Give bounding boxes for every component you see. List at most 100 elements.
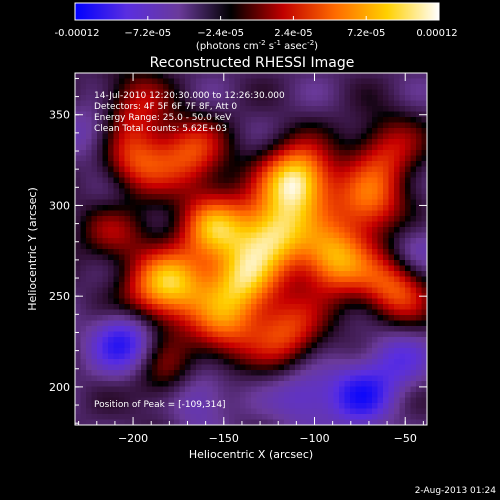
heatmap-cell <box>174 419 180 425</box>
heatmap-cell <box>328 238 334 244</box>
heatmap-cell <box>377 216 384 222</box>
heatmap-cell <box>179 304 186 310</box>
heatmap-cell <box>113 397 120 404</box>
heatmap-cell <box>207 194 213 200</box>
heatmap-cell <box>218 408 224 415</box>
heatmap-cell <box>405 232 411 239</box>
heatmap-cell <box>234 348 241 354</box>
heatmap-cell <box>163 161 169 167</box>
heatmap-cell <box>179 205 186 211</box>
heatmap-cell <box>141 161 147 167</box>
heatmap-cell <box>328 100 334 107</box>
heatmap-cell <box>317 397 323 404</box>
heatmap-cell <box>86 276 92 283</box>
heatmap-cell <box>229 73 235 79</box>
heatmap-cell <box>108 232 114 239</box>
heatmap-cell <box>399 194 406 200</box>
heatmap-cell <box>383 331 389 338</box>
heatmap-cell <box>135 386 142 393</box>
heatmap-cell <box>421 199 427 206</box>
heatmap-cell <box>218 337 224 343</box>
heatmap-cell <box>399 177 406 184</box>
heatmap-cell <box>196 386 202 393</box>
heatmap-cell <box>355 304 362 310</box>
heatmap-cell <box>311 359 318 365</box>
heatmap-cell <box>146 298 153 305</box>
heatmap-cell <box>267 331 274 338</box>
heatmap-cell <box>75 172 81 178</box>
heatmap-cell <box>278 315 285 321</box>
heatmap-cell <box>229 122 235 129</box>
heatmap-cell <box>245 337 252 343</box>
heatmap-cell <box>284 150 290 156</box>
heatmap-cell <box>410 95 417 101</box>
heatmap-cell <box>399 419 406 425</box>
heatmap-cell <box>135 210 142 217</box>
heatmap-cell <box>168 353 175 360</box>
heatmap-cell <box>185 320 191 327</box>
heatmap-cell <box>146 392 153 398</box>
heatmap-cell <box>102 227 109 233</box>
heatmap-cell <box>405 271 411 277</box>
heatmap-cell <box>245 254 252 261</box>
heatmap-cell <box>350 276 356 283</box>
heatmap-cell <box>251 210 257 217</box>
heatmap-cell <box>185 205 191 211</box>
heatmap-cell <box>91 359 98 365</box>
heatmap-cell <box>273 227 279 233</box>
heatmap-cell <box>80 106 87 112</box>
heatmap-cell <box>388 348 395 354</box>
heatmap-cell <box>223 150 230 156</box>
heatmap-cell <box>410 133 417 140</box>
heatmap-cell <box>190 342 197 349</box>
heatmap-cell <box>405 375 411 382</box>
heatmap-cell <box>344 254 351 261</box>
heatmap-cell <box>388 111 395 118</box>
heatmap-cell <box>174 375 180 382</box>
heatmap-cell <box>361 183 367 189</box>
heatmap-cell <box>306 315 312 321</box>
heatmap-cell <box>328 381 334 387</box>
heatmap-cell <box>141 199 147 206</box>
heatmap-cell <box>300 408 307 415</box>
heatmap-cell <box>306 260 312 266</box>
heatmap-cell <box>212 397 219 404</box>
heatmap-cell <box>328 249 334 255</box>
heatmap-cell <box>339 397 345 404</box>
heatmap-cell <box>339 304 345 310</box>
heatmap-cell <box>278 337 285 343</box>
heatmap-cell <box>185 370 191 376</box>
heatmap-cell <box>344 271 351 277</box>
heatmap-cell <box>410 342 417 349</box>
heatmap-cell <box>421 282 427 288</box>
heatmap-cell <box>267 122 274 129</box>
heatmap-cell <box>218 243 224 250</box>
heatmap-cell <box>86 78 92 85</box>
heatmap-cell <box>339 122 345 129</box>
heatmap-cell <box>284 392 290 398</box>
heatmap-cell <box>113 139 120 145</box>
heatmap-cell <box>289 392 296 398</box>
heatmap-cell <box>300 375 307 382</box>
heatmap-cell <box>80 144 87 151</box>
heatmap-cell <box>344 381 351 387</box>
heatmap-cell <box>196 282 202 288</box>
heatmap-cell <box>91 386 98 393</box>
heatmap-cell <box>410 194 417 200</box>
heatmap-cell <box>361 287 367 294</box>
heatmap-cell <box>289 133 296 140</box>
heatmap-cell <box>377 78 384 85</box>
heatmap-cell <box>372 216 378 222</box>
heatmap-cell <box>355 364 362 371</box>
heatmap-cell <box>102 166 109 173</box>
heatmap-cell <box>163 414 169 420</box>
heatmap-cell <box>207 298 213 305</box>
heatmap-cell <box>212 414 219 420</box>
heatmap-cell <box>179 386 186 393</box>
heatmap-cell <box>372 254 378 261</box>
heatmap-cell <box>113 122 120 129</box>
heatmap-cell <box>388 122 395 129</box>
heatmap-cell <box>234 161 241 167</box>
heatmap-cell <box>405 95 411 101</box>
heatmap-cell <box>421 331 427 338</box>
